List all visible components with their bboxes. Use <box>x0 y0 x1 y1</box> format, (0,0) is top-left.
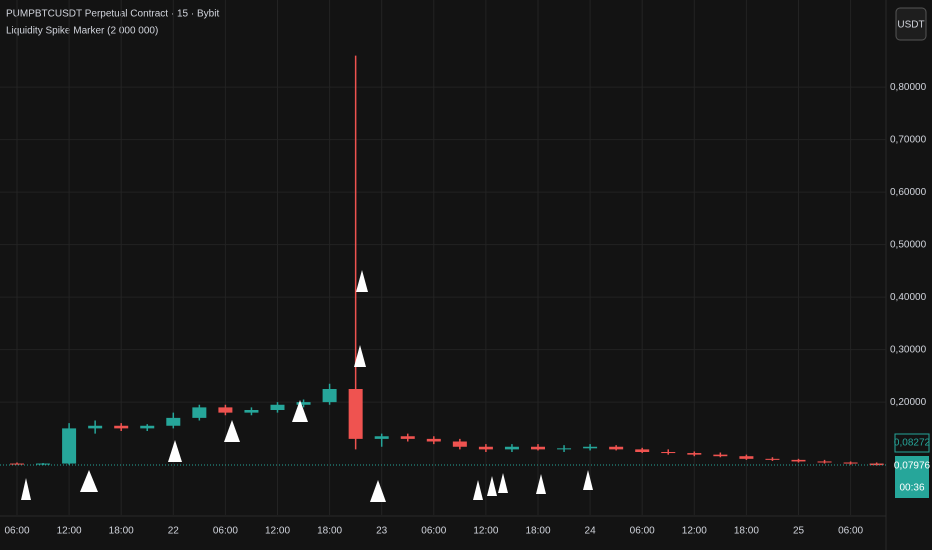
y-tick-label: 0,50000 <box>890 239 927 250</box>
last-price-box <box>895 456 929 498</box>
candle-body <box>114 425 129 429</box>
y-tick-label: 0,30000 <box>890 344 927 355</box>
x-tick-label: 06:00 <box>213 526 238 537</box>
x-tick-label: 06:00 <box>838 526 863 537</box>
spike-marker <box>80 470 98 492</box>
x-tick-label: 12:00 <box>473 526 498 537</box>
last-price-label: 0,07976 <box>894 461 931 472</box>
candle-body <box>817 461 832 463</box>
x-tick-label: 18:00 <box>734 526 759 537</box>
candle-body <box>661 452 676 454</box>
candle-body <box>504 446 519 450</box>
candle-body <box>296 402 311 405</box>
candle-body <box>557 448 572 450</box>
x-tick-label: 12:00 <box>57 526 82 537</box>
spike-marker <box>370 480 386 502</box>
spike-marker <box>473 480 483 500</box>
y-tick-label: 0,40000 <box>890 292 927 303</box>
candle-body <box>765 458 780 460</box>
candle-body <box>218 407 233 413</box>
x-tick-label: 24 <box>585 526 597 537</box>
x-tick-label: 18:00 <box>317 526 342 537</box>
candle-body <box>166 417 181 426</box>
price-label: 0,08272 <box>894 438 931 449</box>
spike-marker <box>292 400 308 422</box>
countdown-label: 00:36 <box>899 483 924 494</box>
spike-marker <box>224 420 240 442</box>
currency-button[interactable] <box>895 7 927 41</box>
candle-body <box>322 389 337 403</box>
candle-body <box>713 454 728 457</box>
candle-body <box>270 404 285 411</box>
candle-body <box>348 389 363 439</box>
candle-body <box>452 441 467 447</box>
price-label-box <box>894 433 930 453</box>
x-tick-label: 06:00 <box>630 526 655 537</box>
spike-marker <box>487 476 497 496</box>
x-tick-label: 22 <box>168 526 180 537</box>
indicator-title: Liquidity Spike Marker (2 000 000) <box>6 26 158 37</box>
candle-body <box>140 425 155 429</box>
candle-body <box>374 436 389 439</box>
candle-body <box>36 463 51 465</box>
candle-body <box>400 436 415 439</box>
candle-body <box>609 446 624 450</box>
spike-marker <box>536 474 546 494</box>
candle-body <box>531 446 545 450</box>
candle-body <box>583 446 598 449</box>
x-tick-label: 06:00 <box>421 526 446 537</box>
candle-body <box>88 425 103 429</box>
candle-body <box>62 428 77 464</box>
candle-body <box>739 456 754 459</box>
candle-body <box>244 410 259 413</box>
x-tick-label: 23 <box>376 526 388 537</box>
spike-markers <box>21 270 593 502</box>
y-tick-label: 0,70000 <box>890 134 927 145</box>
x-tick-label: 25 <box>793 526 805 537</box>
spike-marker <box>583 470 593 490</box>
candle-body <box>478 446 493 450</box>
candle-body <box>635 449 650 453</box>
candle-body <box>10 463 24 465</box>
spike-marker <box>354 345 366 367</box>
candle-body <box>687 453 702 455</box>
currency-button-label[interactable]: USDT <box>897 20 924 31</box>
spike-marker <box>21 478 31 500</box>
x-tick-label: 12:00 <box>265 526 290 537</box>
x-tick-label: 12:00 <box>682 526 707 537</box>
candle-body <box>426 438 441 442</box>
y-tick-label: 0,80000 <box>890 82 927 93</box>
candle-body <box>869 463 884 466</box>
spike-marker <box>498 473 508 493</box>
plot: 0,20000 0,30000 0,40000 0,50000 0,60000 0,700… <box>0 0 927 537</box>
x-tick-label: 06:00 <box>4 526 29 537</box>
symbol-title: PUMPBTCUSDT Perpetual Contract · 15 · By… <box>6 9 219 20</box>
spike-marker <box>356 270 368 292</box>
candle-body <box>791 459 806 462</box>
spike-marker <box>168 440 182 462</box>
candle-body <box>843 462 858 464</box>
candle-body <box>192 407 207 418</box>
y-tick-label: 0,20000 <box>890 397 927 408</box>
y-tick-label: 0,60000 <box>890 187 927 198</box>
x-tick-label: 18:00 <box>525 526 550 537</box>
x-tick-label: 18:00 <box>109 526 134 537</box>
